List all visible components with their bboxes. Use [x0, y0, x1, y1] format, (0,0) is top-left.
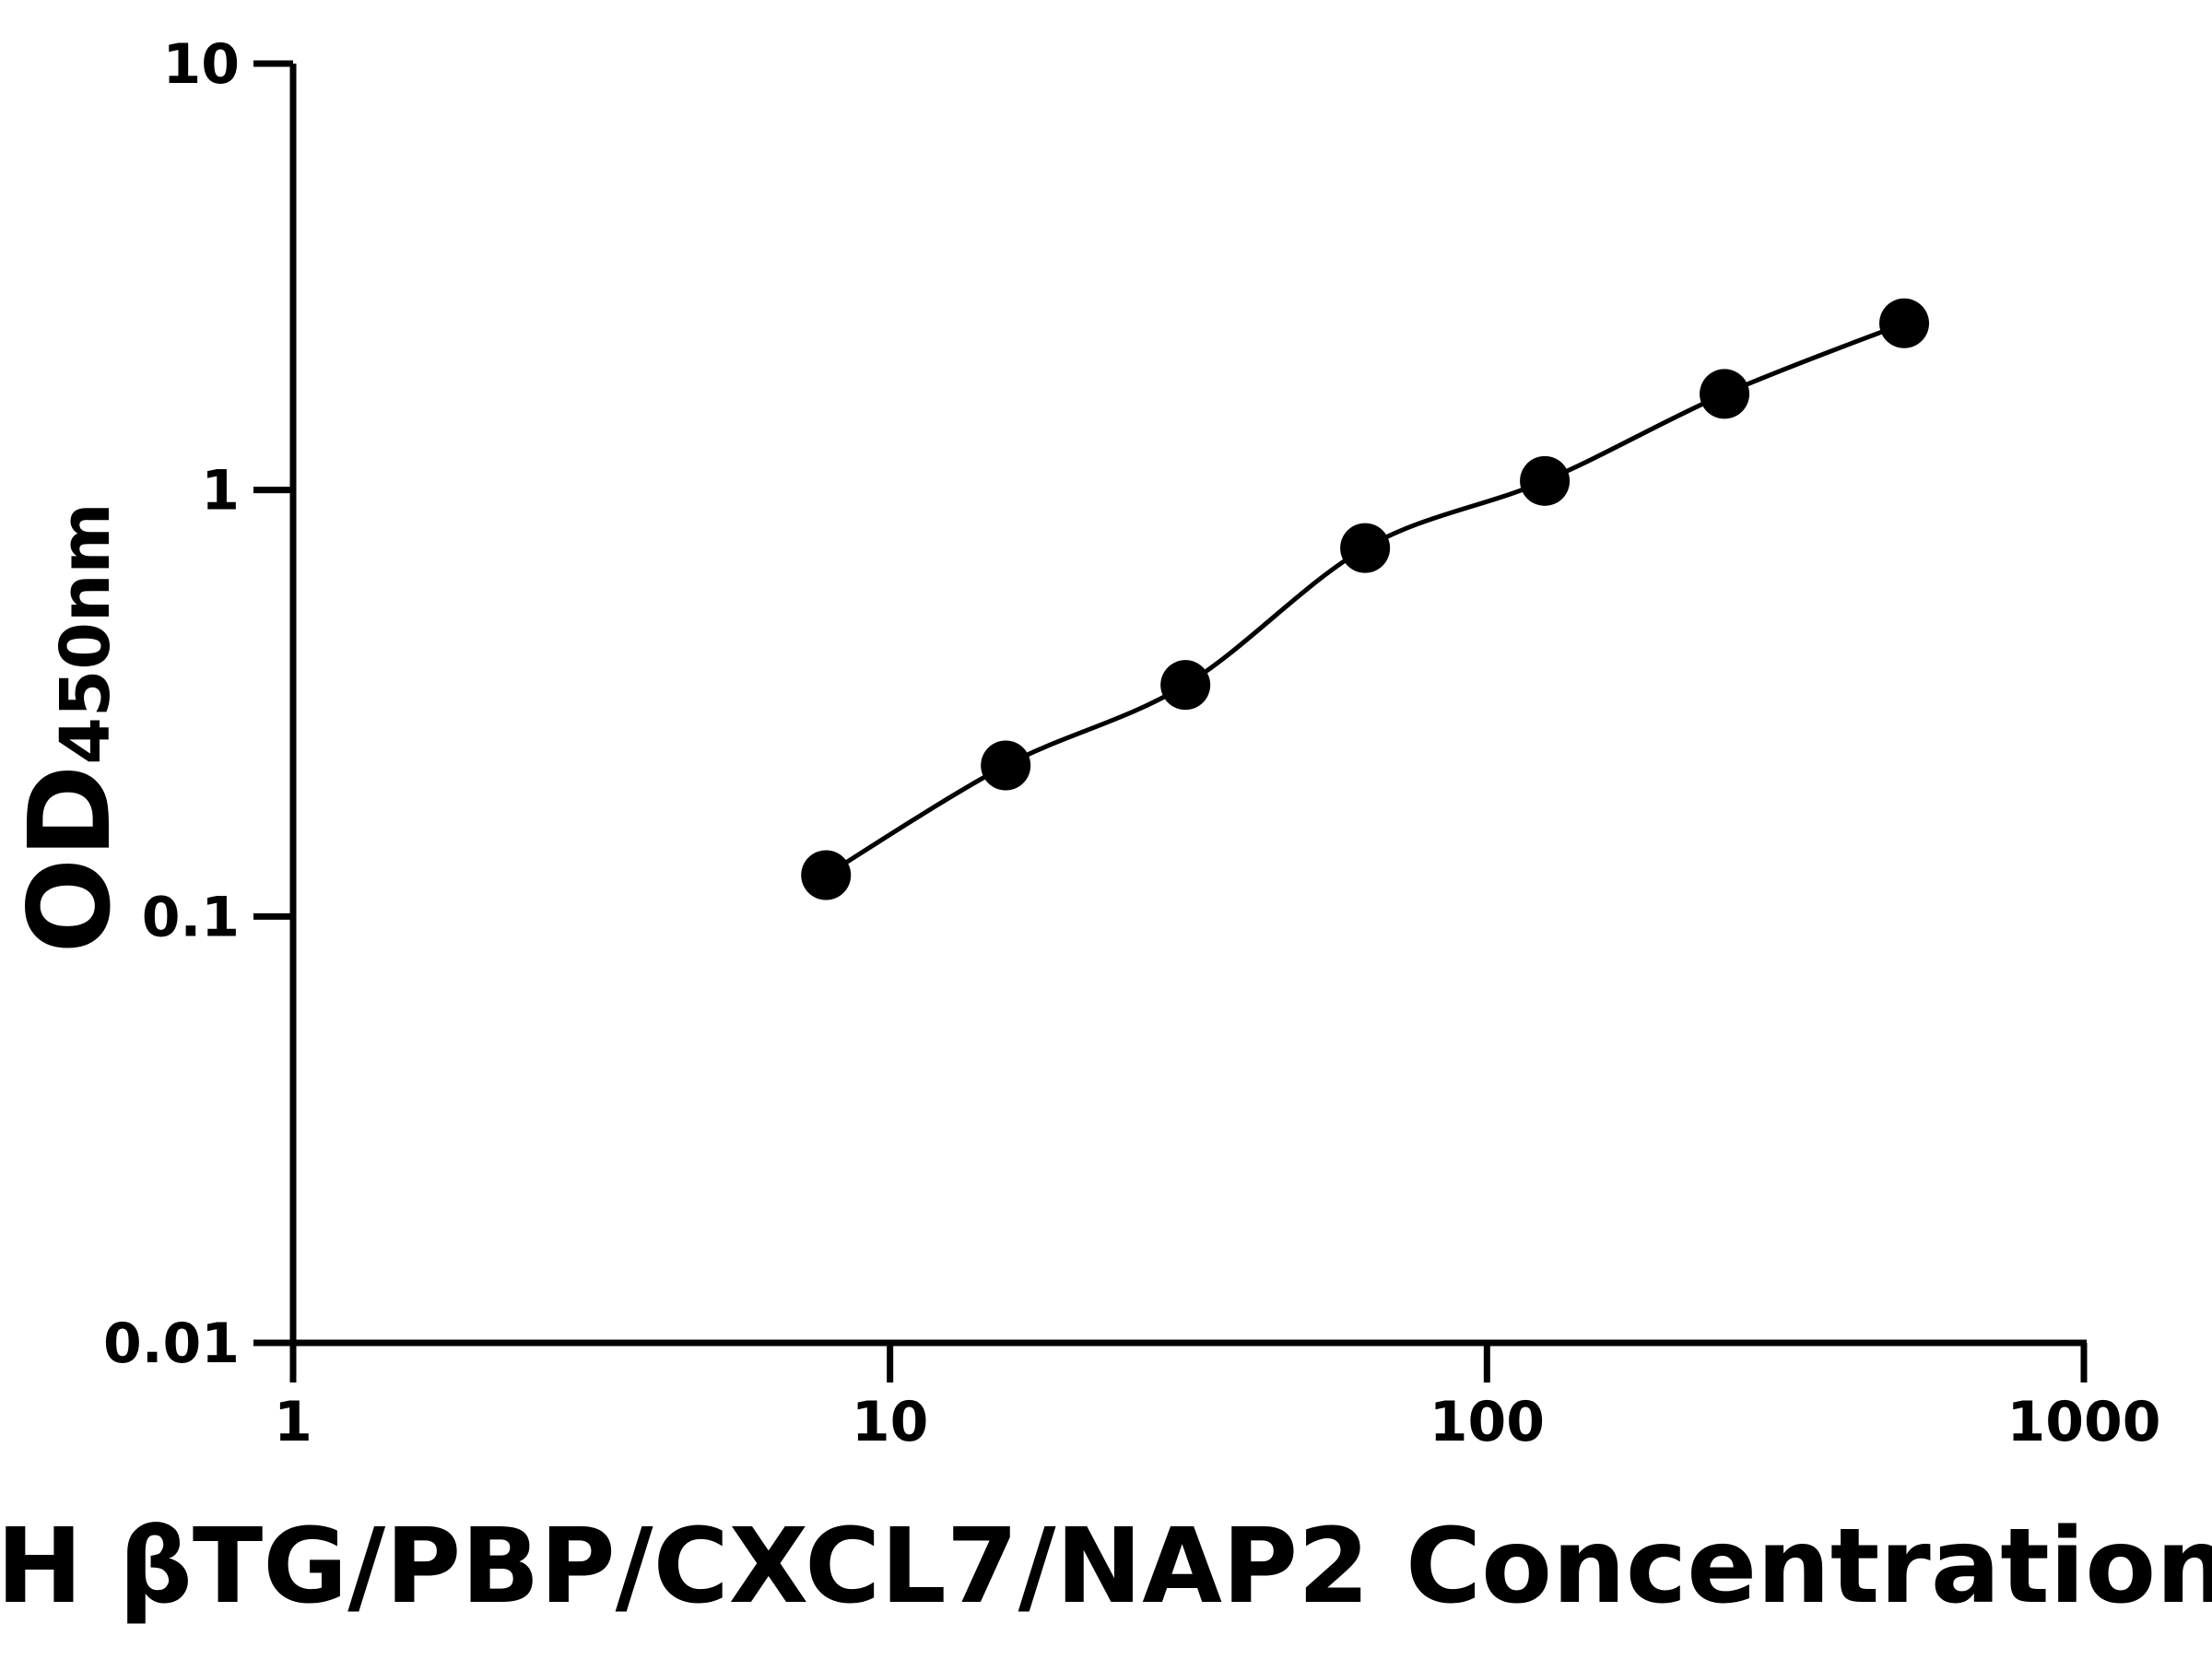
- y-axis-label-main: OD: [5, 765, 135, 954]
- x-tick-label: 100: [1430, 1390, 1545, 1454]
- y-axis-label: OD450nm: [5, 502, 135, 953]
- data-point: [801, 850, 852, 900]
- data-point: [1340, 523, 1391, 573]
- y-tick-label: 0.01: [103, 1312, 240, 1376]
- x-tick-label: 10: [852, 1390, 929, 1454]
- data-point: [1160, 660, 1211, 711]
- data-point: [1700, 369, 1750, 419]
- x-tick-label: 1: [274, 1390, 312, 1454]
- data-point: [1520, 455, 1571, 506]
- x-tick-label: 1000: [2007, 1390, 2161, 1454]
- y-tick-label: 10: [163, 32, 241, 97]
- data-point: [981, 740, 1031, 791]
- data-point: [1879, 298, 1930, 348]
- x-axis-label: H βTG/PBP/CXCL7/NAP2 Concentration (pg/: [0, 1507, 2212, 1627]
- y-tick-label: 0.1: [142, 885, 240, 949]
- y-tick-label: 1: [201, 459, 240, 524]
- y-axis-label-sub: 450nm: [46, 502, 125, 764]
